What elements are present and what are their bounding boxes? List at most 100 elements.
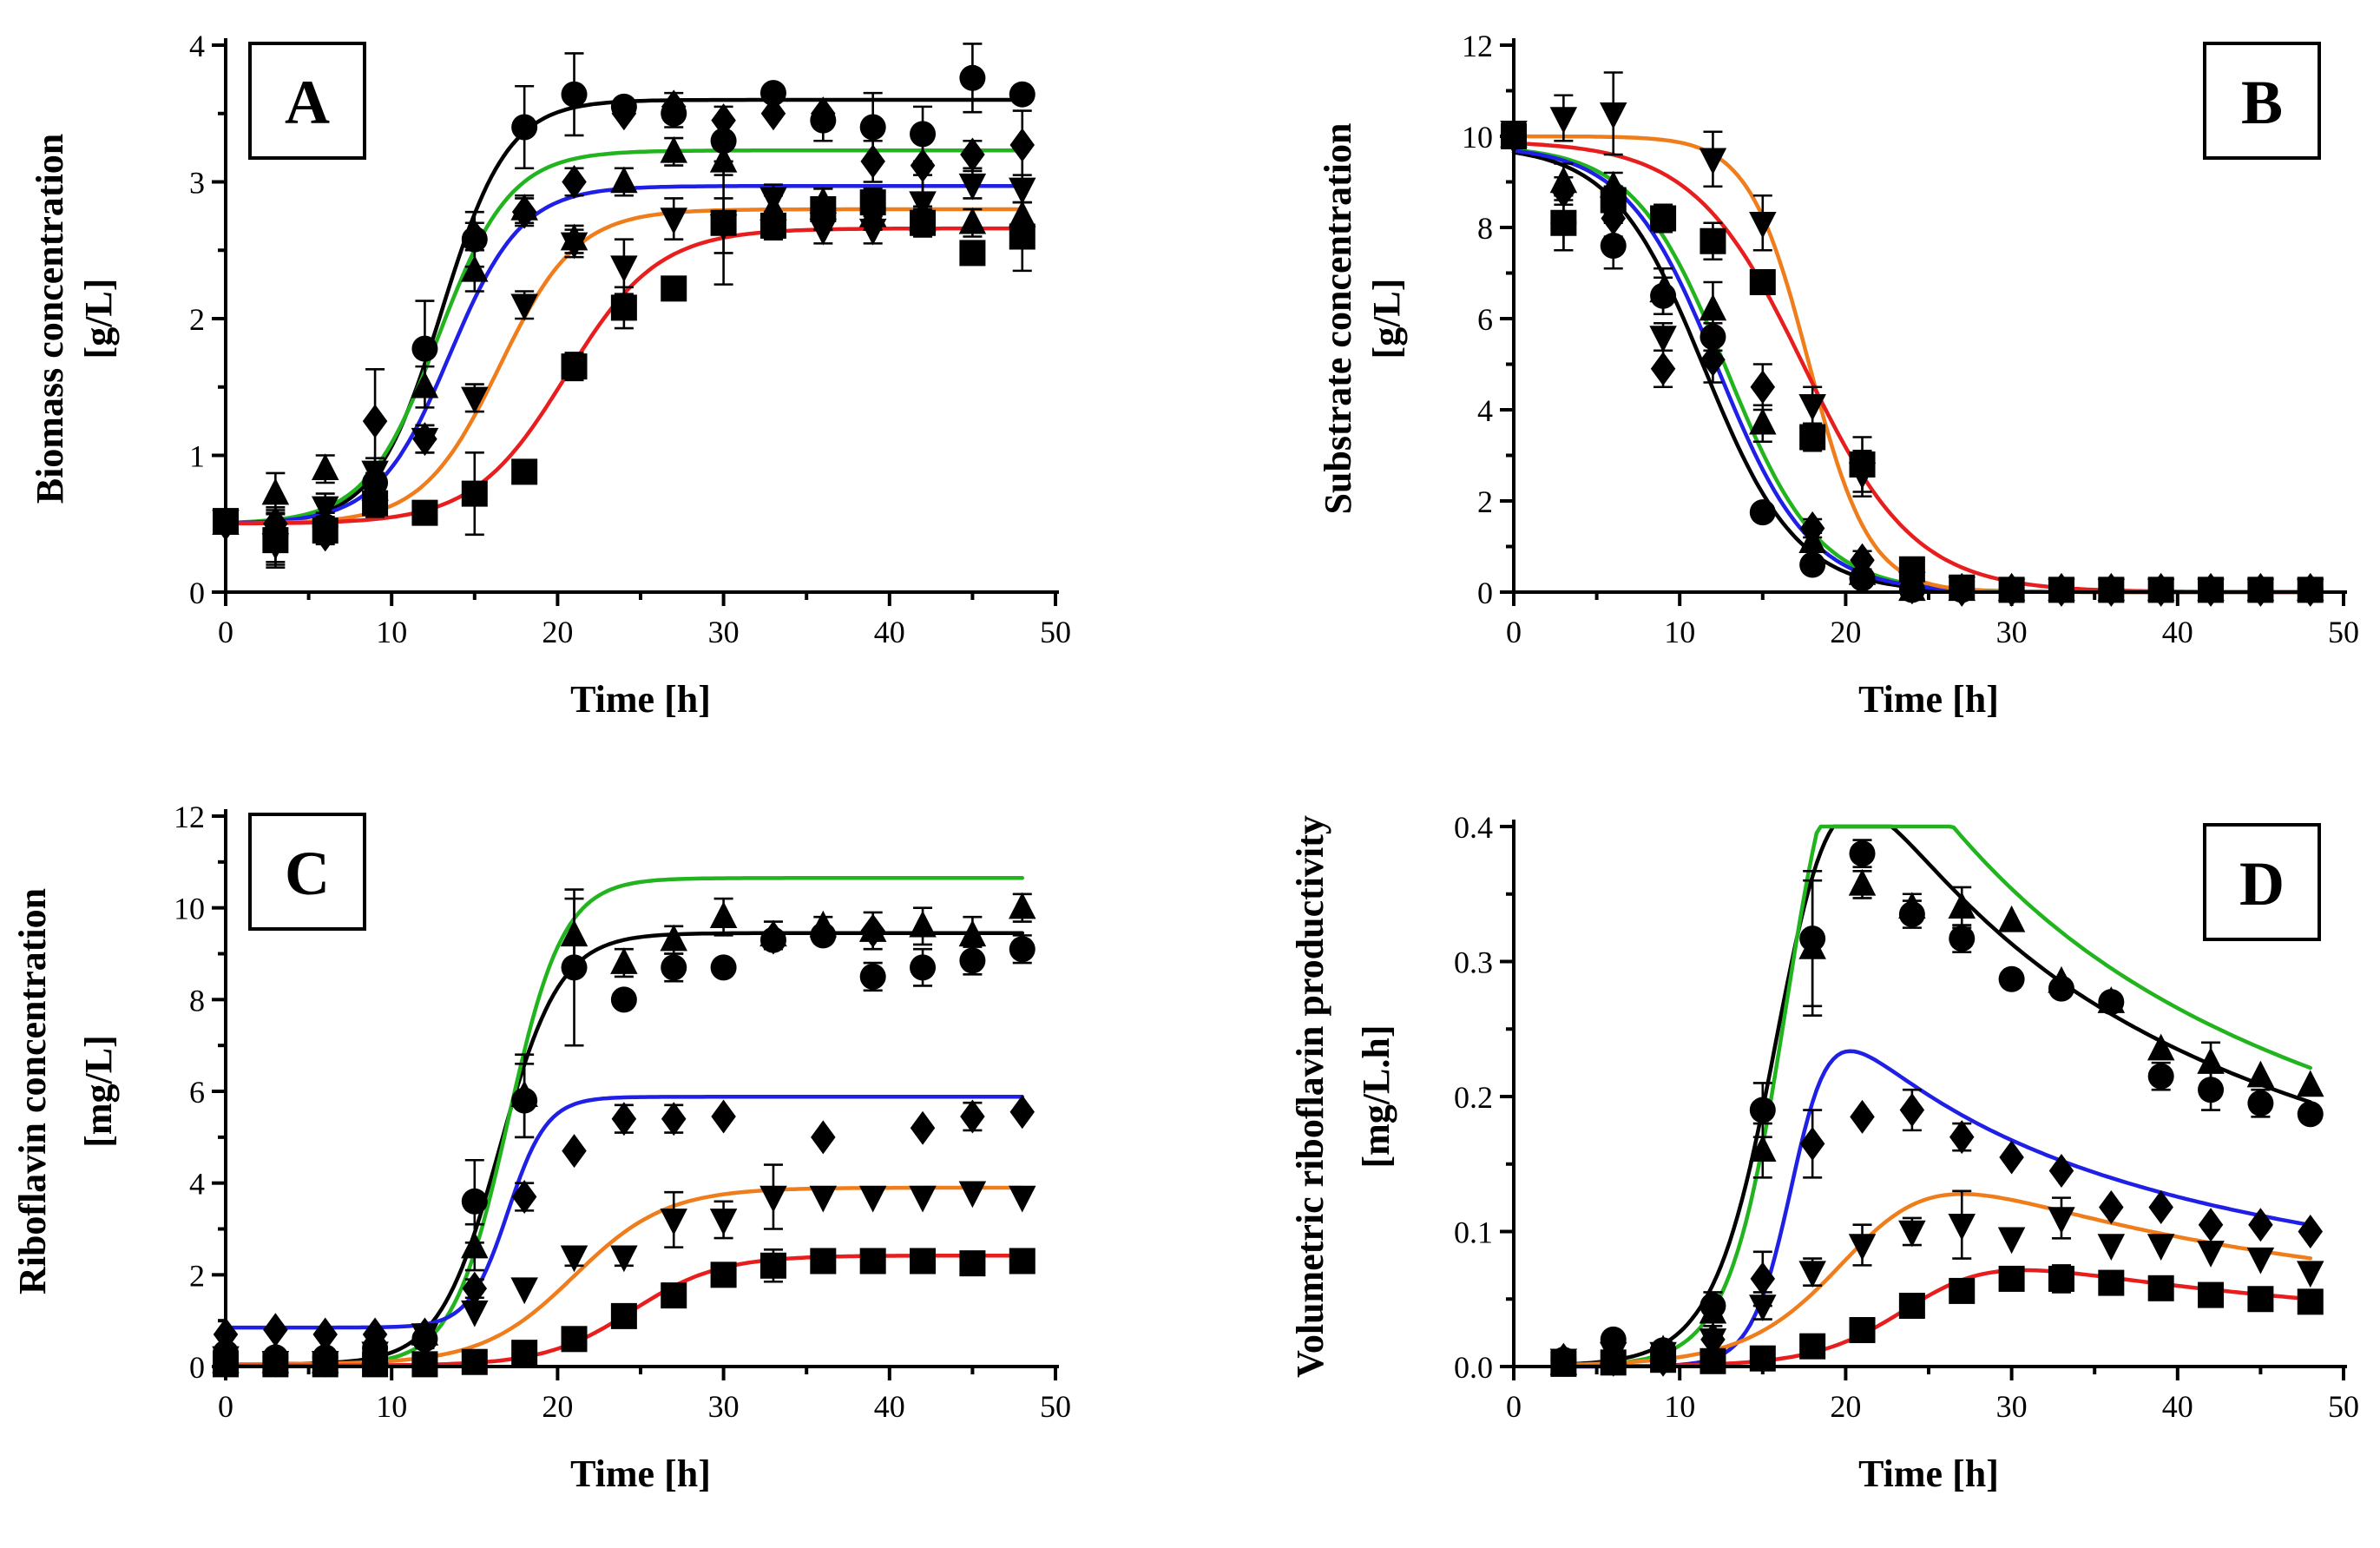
data-point-diamond <box>1009 1095 1035 1130</box>
data-point-circle <box>910 954 937 981</box>
y-tick-label: 4 <box>189 29 205 63</box>
x-tick-label: 0 <box>218 1389 233 1424</box>
x-tick-label: 30 <box>1996 1389 2028 1424</box>
x-tick-label: 20 <box>542 1389 573 1424</box>
data-point-inverted-triangle <box>1599 102 1627 129</box>
fit-curve-triangle <box>1561 824 2313 1368</box>
data-point-square <box>959 240 986 267</box>
panel-label-box <box>248 42 366 160</box>
data-point-inverted-triangle <box>2197 1241 2225 1268</box>
data-point-diamond <box>661 89 687 124</box>
data-point-square <box>661 275 687 302</box>
data-point-diamond <box>860 913 885 948</box>
data-point-inverted-triangle <box>1798 1261 1826 1288</box>
fit-curve-diamond <box>1511 148 2313 595</box>
data-point-inverted-triangle <box>759 1185 787 1213</box>
data-point-square <box>910 1248 937 1275</box>
data-point-square <box>1949 1277 1976 1304</box>
data-point-diamond <box>2198 1208 2224 1242</box>
data-point-square <box>312 517 339 544</box>
data-point-inverted-triangle <box>311 496 339 524</box>
data-point-triangle <box>2147 1033 2175 1061</box>
y-axis-title: Volumetric riboflavin productivity <box>1289 815 1331 1378</box>
panel-label-box <box>2203 42 2321 160</box>
panel-a: 0 10 20 30 40 50 0 1 2 3 4 Time [h] Biomass concentr… <box>29 29 1071 721</box>
data-point-diamond <box>462 220 488 254</box>
data-point-inverted-triangle <box>909 1185 937 1213</box>
data-point-triangle <box>610 166 638 194</box>
data-point-triangle <box>2097 986 2126 1013</box>
data-point-square <box>1600 1349 1627 1376</box>
data-point-diamond <box>1009 128 1035 162</box>
data-point-circle <box>511 114 538 141</box>
data-point-diamond <box>562 165 587 199</box>
data-point-inverted-triangle <box>560 232 588 260</box>
data-point-diamond <box>2148 1190 2173 1225</box>
data-point-diamond <box>860 144 885 179</box>
data-point-square <box>1749 269 1776 295</box>
data-point-square <box>1849 451 1876 478</box>
data-point-inverted-triangle <box>510 1277 538 1305</box>
data-point-diamond <box>711 103 736 138</box>
data-point-circle <box>959 64 986 91</box>
x-tick-label: 50 <box>1040 1389 1071 1424</box>
data-point-diamond <box>960 1099 985 1134</box>
data-point-square <box>1650 1347 1677 1373</box>
y-tick-label: 6 <box>189 1075 205 1110</box>
data-point-inverted-triangle <box>2048 1207 2075 1234</box>
data-point-diamond <box>811 1120 836 1155</box>
data-point-circle <box>1009 936 1035 963</box>
data-point-inverted-triangle <box>361 460 389 488</box>
data-point-inverted-triangle <box>610 1245 638 1273</box>
data-point-triangle <box>461 254 489 282</box>
data-point-inverted-triangle <box>858 218 887 246</box>
data-point-inverted-triangle <box>1749 212 1777 239</box>
data-point-diamond <box>760 96 786 131</box>
data-point-triangle <box>709 901 738 928</box>
data-point-square <box>2247 1286 2274 1313</box>
data-point-inverted-triangle <box>2147 1234 2175 1261</box>
data-point-diamond <box>760 920 786 955</box>
data-point-triangle <box>1948 892 1976 919</box>
data-point-circle <box>759 80 786 107</box>
data-point-square <box>262 1351 289 1378</box>
y-axis-unit: [mg/L] <box>77 1035 120 1148</box>
data-point-square <box>411 1351 438 1378</box>
x-tick-label: 40 <box>874 615 905 649</box>
data-point-triangle <box>1749 407 1777 435</box>
data-point-inverted-triangle <box>1549 107 1578 134</box>
x-tick-label: 30 <box>708 615 740 649</box>
data-point-diamond <box>2099 1190 2124 1225</box>
y-tick-label: 0.2 <box>1454 1080 1493 1115</box>
data-point-triangle <box>1009 892 1036 919</box>
data-point-circle <box>1749 1097 1776 1123</box>
x-axis-title: Time [h] <box>1858 678 1999 721</box>
y-axis-unit: [g/L] <box>77 279 120 359</box>
data-point-diamond <box>1899 1093 1925 1128</box>
y-tick-label: 2 <box>189 1258 205 1293</box>
data-point-square <box>2098 576 2125 603</box>
data-point-diamond <box>2298 1215 2324 1248</box>
data-point-triangle <box>461 1231 489 1259</box>
data-point-inverted-triangle <box>1009 177 1036 205</box>
data-point-square <box>411 499 438 526</box>
data-point-circle <box>710 954 737 981</box>
data-point-triangle <box>1848 868 1877 896</box>
fit-curve-inverted-triangle <box>1561 1192 2313 1367</box>
data-point-inverted-triangle <box>1009 1185 1036 1213</box>
data-point-square <box>1799 1333 1826 1360</box>
data-point-inverted-triangle <box>1699 148 1727 175</box>
data-point-diamond <box>910 1110 936 1145</box>
data-point-square <box>710 209 737 236</box>
data-point-square <box>262 527 289 554</box>
data-point-square <box>759 1252 786 1279</box>
data-point-inverted-triangle <box>709 1209 738 1235</box>
data-point-inverted-triangle <box>411 427 439 455</box>
y-tick-label: 10 <box>174 892 205 926</box>
x-tick-label: 0 <box>218 615 233 649</box>
data-point-diamond <box>2048 1154 2074 1189</box>
y-tick-label: 0 <box>1477 576 1493 610</box>
y-tick-label: 0.3 <box>1454 945 1493 980</box>
fit-curve-triangle <box>223 148 1025 525</box>
